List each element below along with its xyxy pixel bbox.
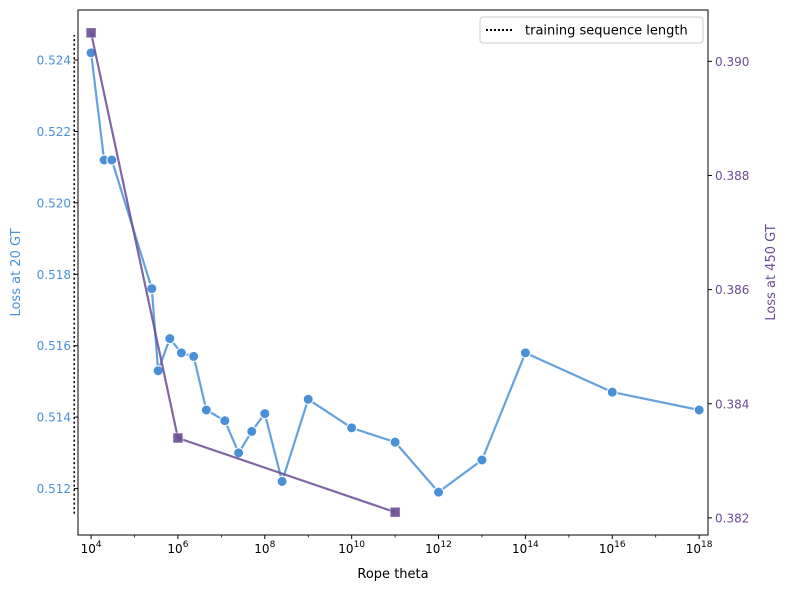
series-right-point — [389, 506, 401, 518]
right-y-tick-label: 0.390 — [715, 55, 749, 69]
series-left-point — [693, 404, 705, 416]
series-left-point — [219, 415, 231, 427]
legend-box — [479, 16, 704, 44]
right-y-tick-label: 0.382 — [715, 511, 749, 525]
series-left-point — [259, 408, 271, 420]
x-tick-label: 1018 — [686, 540, 713, 556]
series-left-point — [233, 447, 245, 459]
left-y-tick-label: 0.522 — [37, 125, 71, 139]
series-left-point — [246, 425, 258, 437]
series-left-point — [175, 347, 187, 359]
series-left-point — [519, 347, 531, 359]
series-right-point — [172, 432, 184, 444]
series-right-point — [85, 27, 97, 39]
x-tick-label: 104 — [81, 540, 102, 556]
series-left-point — [389, 436, 401, 448]
series-layer — [85, 27, 705, 518]
plot-frame — [77, 9, 709, 536]
series-left-point — [106, 154, 118, 166]
right-y-tick-label: 0.384 — [715, 397, 749, 411]
series-left-point — [606, 386, 618, 398]
left-y-tick-label: 0.514 — [37, 411, 71, 425]
series-left-point — [346, 422, 358, 434]
right-y-axis-label: Loss at 450 GT — [764, 224, 779, 320]
x-tick-label: 1012 — [425, 540, 452, 556]
left-y-tick-label: 0.512 — [37, 482, 71, 496]
x-tick-label: 1014 — [512, 540, 539, 556]
legend-label: training sequence length — [525, 24, 688, 39]
series-left-point — [476, 454, 488, 466]
right-y-tick-label: 0.388 — [715, 169, 749, 183]
left-y-tick-label: 0.518 — [37, 268, 71, 282]
right-y-tick-label: 0.386 — [715, 283, 749, 297]
x-axis-label: Rope theta — [357, 567, 428, 582]
series-left-point — [146, 283, 158, 295]
series-left-point — [164, 333, 176, 345]
series-left-point — [302, 393, 314, 405]
x-tick-label: 106 — [167, 540, 188, 556]
x-tick-label: 1010 — [338, 540, 365, 556]
x-tick-label: 108 — [254, 540, 275, 556]
left-y-tick-label: 0.516 — [37, 339, 71, 353]
legend: training sequence length — [479, 16, 704, 44]
ticks-layer: 104 106 108 1010 1012 1014 1016 1018 0.512 0.514 0… — [37, 54, 750, 557]
series-left-point — [188, 350, 200, 362]
left-y-tick-label: 0.524 — [37, 54, 71, 68]
series-left-point — [276, 475, 288, 487]
left-y-axis-label: Loss at 20 GT — [9, 228, 24, 316]
left-y-tick-label: 0.520 — [37, 196, 71, 210]
series-left-point — [200, 404, 212, 416]
series-left-point — [433, 486, 445, 498]
x-tick-label: 1016 — [599, 540, 626, 556]
